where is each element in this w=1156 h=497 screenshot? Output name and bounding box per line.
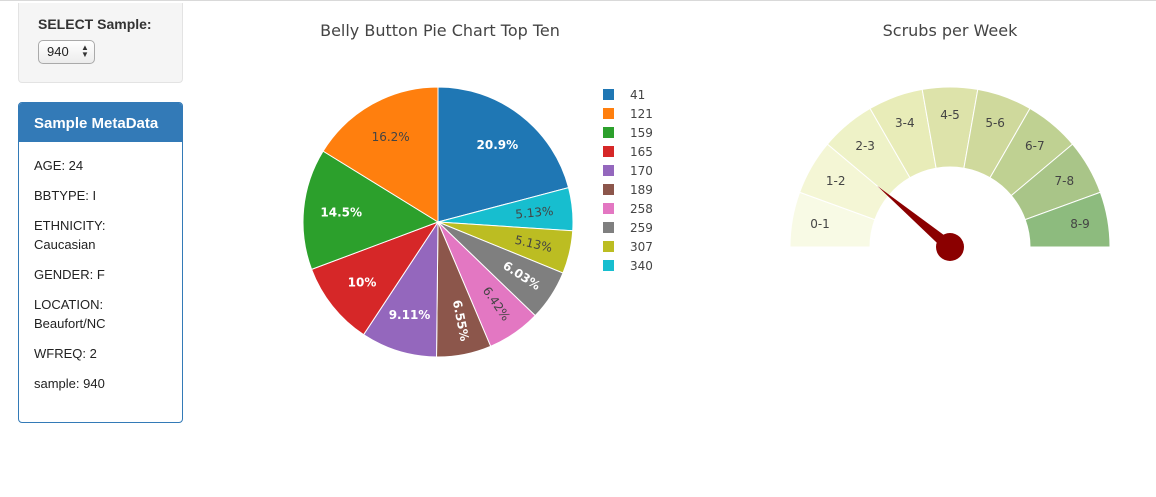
- select-arrows-icon: ▲ ▼: [81, 43, 89, 59]
- gauge-segment-label-4-5: 4-5: [940, 108, 960, 122]
- gauge-segment-label-6-7: 6-7: [1025, 139, 1045, 153]
- gauge-needle: [877, 185, 954, 252]
- metadata-bbtype: BBTYPE: I: [34, 188, 97, 203]
- pie-chart: 20.9%5.13%5.13%6.03%6.42%6.55%9.11%10%14…: [302, 86, 653, 358]
- gauge-segment-label-1-2: 1-2: [826, 174, 846, 188]
- metadata-gender: GENDER: F: [34, 267, 105, 282]
- pie-chart-title: Belly Button Pie Chart Top Ten: [320, 21, 560, 40]
- gauge-segment-label-7-8: 7-8: [1055, 174, 1075, 188]
- legend-swatch-258[interactable]: [603, 203, 614, 214]
- gauge-chart-title: Scrubs per Week: [882, 21, 1018, 40]
- top-divider: [0, 0, 1156, 3]
- legend-label-165[interactable]: 165: [630, 145, 653, 159]
- legend-label-121[interactable]: 121: [630, 107, 653, 121]
- pie-slice-label-340: 5.13%: [515, 204, 554, 222]
- legend-label-189[interactable]: 189: [630, 183, 653, 197]
- legend-label-41[interactable]: 41: [630, 88, 645, 102]
- legend-label-340[interactable]: 340: [630, 259, 653, 273]
- legend-swatch-340[interactable]: [603, 260, 614, 271]
- gauge-segment-label-0-1: 0-1: [810, 217, 830, 231]
- pie-slice-label-165: 10%: [348, 276, 377, 290]
- pie-slice-121[interactable]: [322, 86, 439, 223]
- gauge-needle-hub: [936, 233, 964, 261]
- gauge-segment-8-9[interactable]: [1024, 191, 1111, 248]
- gauge-segment-label-2-3: 2-3: [855, 139, 875, 153]
- legend-swatch-165[interactable]: [603, 146, 614, 157]
- pie-slice-label-41: 20.9%: [477, 138, 519, 152]
- metadata-title: Sample MetaData: [19, 103, 182, 142]
- gauge-segment-label-5-6: 5-6: [985, 116, 1005, 130]
- metadata-wfreq: WFREQ: 2: [34, 346, 97, 361]
- metadata-location: LOCATION: Beaufort/NC: [34, 297, 106, 331]
- pie-slice-159[interactable]: [302, 150, 440, 271]
- legend-swatch-121[interactable]: [603, 108, 614, 119]
- legend-label-159[interactable]: 159: [630, 126, 653, 140]
- select-panel: SELECT Sample: 940 ▲ ▼: [18, 3, 183, 83]
- sample-select-value: 940: [47, 44, 69, 59]
- legend-swatch-159[interactable]: [603, 127, 614, 138]
- metadata-panel: Sample MetaData AGE: 24 BBTYPE: I ETHNIC…: [18, 102, 183, 423]
- legend-label-259[interactable]: 259: [630, 221, 653, 235]
- gauge-segment-label-8-9: 8-9: [1070, 217, 1090, 231]
- metadata-list: AGE: 24 BBTYPE: I ETHNICITY: Caucasian G…: [19, 142, 182, 393]
- legend-swatch-41[interactable]: [603, 89, 614, 100]
- pie-slice-label-159: 14.5%: [320, 206, 362, 220]
- legend-label-307[interactable]: 307: [630, 240, 653, 254]
- select-label: SELECT Sample:: [38, 16, 152, 32]
- sample-select[interactable]: 940 ▲ ▼: [38, 40, 95, 64]
- metadata-age: AGE: 24: [34, 158, 84, 173]
- metadata-ethnicity: ETHNICITY: Caucasian: [34, 218, 106, 252]
- legend-label-170[interactable]: 170: [630, 164, 653, 178]
- legend-label-258[interactable]: 258: [630, 202, 653, 216]
- gauge-segment-label-3-4: 3-4: [895, 116, 915, 130]
- pie-slice-label-170: 9.11%: [389, 308, 431, 322]
- legend-swatch-189[interactable]: [603, 184, 614, 195]
- gauge-chart: 0-1 1-2 2-3 3-4 4-5 5-6 6-7 7-8 8-9: [789, 86, 1111, 261]
- metadata-sample: sample: 940: [34, 376, 105, 391]
- pie-slice-165[interactable]: [310, 220, 440, 336]
- legend-swatch-259[interactable]: [603, 222, 614, 233]
- legend-swatch-170[interactable]: [603, 165, 614, 176]
- legend-swatch-307[interactable]: [603, 241, 614, 252]
- pie-slice-label-121: 16.2%: [372, 130, 410, 144]
- pie-slice-41[interactable]: [437, 86, 570, 223]
